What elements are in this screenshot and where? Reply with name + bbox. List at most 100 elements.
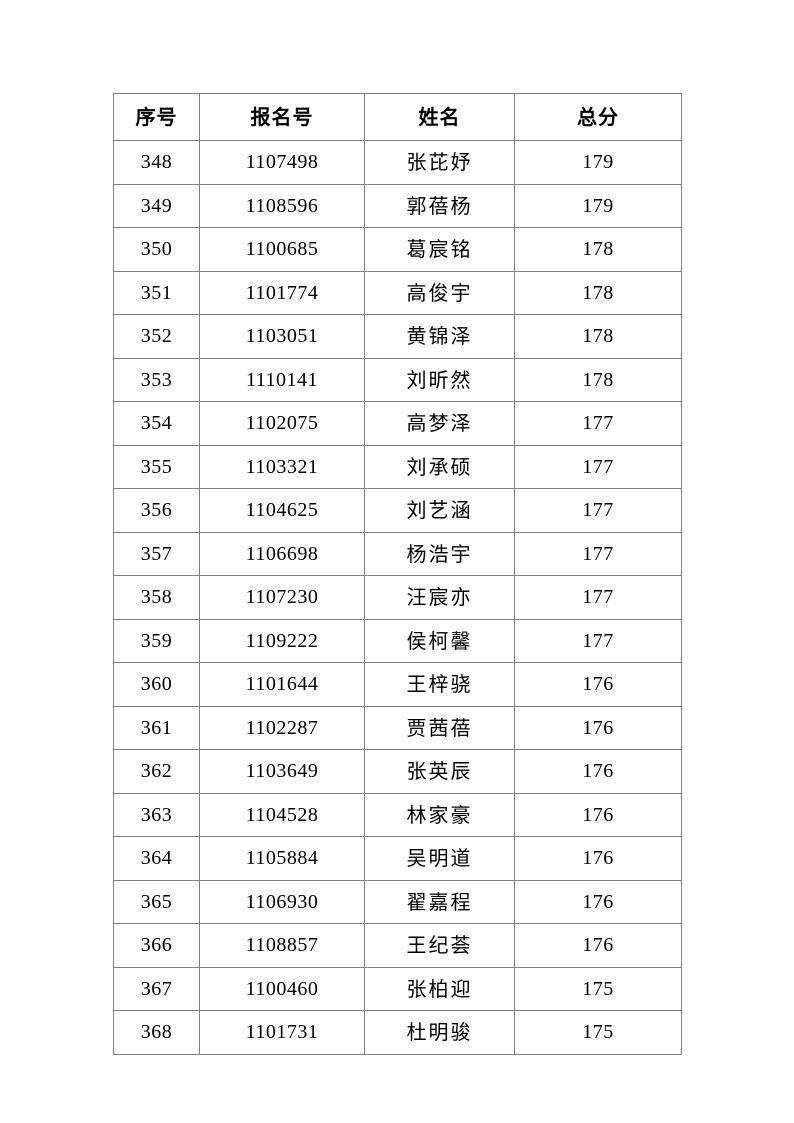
- cell-score: 178: [514, 314, 682, 359]
- table-row: 354 1102075 高梦泽 177: [113, 401, 682, 446]
- cell-seq: 351: [113, 270, 200, 315]
- table-row: 358 1107230 汪宸亦 177: [113, 575, 682, 620]
- cell-seq: 353: [113, 357, 200, 402]
- cell-seq: 348: [113, 140, 200, 185]
- cell-score: 177: [514, 444, 682, 489]
- table-row: 360 1101644 王梓骁 176: [113, 662, 682, 707]
- cell-reg: 1110141: [199, 357, 365, 402]
- cell-seq: 355: [113, 444, 200, 489]
- cell-name: 刘承硕: [364, 444, 515, 489]
- cell-score: 176: [514, 836, 682, 881]
- table-row: 350 1100685 葛宸铭 178: [113, 227, 682, 272]
- cell-name: 王梓骁: [364, 662, 515, 707]
- cell-name: 杜明骏: [364, 1010, 515, 1055]
- column-header-score: 总分: [514, 93, 682, 141]
- score-table-container: 序号 报名号 姓名 总分 348 1107498 张芘妤 179 349 1108596 郭…: [113, 93, 682, 1055]
- table-row: 356 1104625 刘艺涵 177: [113, 488, 682, 533]
- cell-name: 高俊宇: [364, 270, 515, 315]
- cell-reg: 1105884: [199, 836, 365, 881]
- cell-seq: 367: [113, 966, 200, 1011]
- cell-reg: 1101731: [199, 1010, 365, 1055]
- cell-score: 176: [514, 705, 682, 750]
- table-row: 353 1110141 刘昕然 178: [113, 357, 682, 402]
- cell-name: 杨浩宇: [364, 531, 515, 576]
- cell-name: 葛宸铭: [364, 227, 515, 272]
- table-row: 367 1100460 张柏迎 175: [113, 966, 682, 1011]
- cell-reg: 1102287: [199, 705, 365, 750]
- column-header-seq: 序号: [113, 93, 200, 141]
- cell-name: 贾茜蓓: [364, 705, 515, 750]
- cell-name: 刘昕然: [364, 357, 515, 402]
- cell-score: 176: [514, 792, 682, 837]
- cell-reg: 1106930: [199, 879, 365, 924]
- cell-reg: 1103649: [199, 749, 365, 794]
- cell-seq: 363: [113, 792, 200, 837]
- cell-name: 汪宸亦: [364, 575, 515, 620]
- cell-reg: 1100460: [199, 966, 365, 1011]
- cell-score: 176: [514, 749, 682, 794]
- table-header-row: 序号 报名号 姓名 总分: [113, 93, 682, 141]
- cell-reg: 1102075: [199, 401, 365, 446]
- cell-seq: 362: [113, 749, 200, 794]
- table-row: 349 1108596 郭蓓杨 179: [113, 183, 682, 228]
- cell-reg: 1106698: [199, 531, 365, 576]
- cell-reg: 1101644: [199, 662, 365, 707]
- cell-name: 黄锦泽: [364, 314, 515, 359]
- table-row: 362 1103649 张英辰 176: [113, 749, 682, 794]
- table-row: 361 1102287 贾茜蓓 176: [113, 705, 682, 750]
- cell-score: 175: [514, 1010, 682, 1055]
- table-row: 351 1101774 高俊宇 178: [113, 270, 682, 315]
- cell-name: 王纪荟: [364, 923, 515, 968]
- cell-reg: 1107230: [199, 575, 365, 620]
- cell-score: 177: [514, 401, 682, 446]
- cell-seq: 359: [113, 618, 200, 663]
- table-row: 348 1107498 张芘妤 179: [113, 140, 682, 185]
- cell-score: 179: [514, 183, 682, 228]
- cell-reg: 1108596: [199, 183, 365, 228]
- cell-score: 178: [514, 357, 682, 402]
- cell-seq: 361: [113, 705, 200, 750]
- table-row: 355 1103321 刘承硕 177: [113, 444, 682, 489]
- cell-seq: 354: [113, 401, 200, 446]
- cell-reg: 1104625: [199, 488, 365, 533]
- cell-seq: 357: [113, 531, 200, 576]
- cell-seq: 352: [113, 314, 200, 359]
- table-header: 序号 报名号 姓名 总分: [113, 93, 682, 141]
- cell-score: 178: [514, 270, 682, 315]
- cell-name: 高梦泽: [364, 401, 515, 446]
- table-row: 365 1106930 翟嘉程 176: [113, 879, 682, 924]
- cell-score: 179: [514, 140, 682, 185]
- cell-reg: 1101774: [199, 270, 365, 315]
- table-row: 359 1109222 侯柯馨 177: [113, 618, 682, 663]
- cell-reg: 1103051: [199, 314, 365, 359]
- cell-seq: 368: [113, 1010, 200, 1055]
- cell-reg: 1104528: [199, 792, 365, 837]
- cell-score: 176: [514, 662, 682, 707]
- cell-seq: 358: [113, 575, 200, 620]
- cell-score: 177: [514, 488, 682, 533]
- table-row: 363 1104528 林家豪 176: [113, 792, 682, 837]
- table-row: 364 1105884 吴明道 176: [113, 836, 682, 881]
- cell-score: 176: [514, 923, 682, 968]
- table-row: 357 1106698 杨浩宇 177: [113, 531, 682, 576]
- cell-reg: 1107498: [199, 140, 365, 185]
- cell-seq: 360: [113, 662, 200, 707]
- cell-name: 吴明道: [364, 836, 515, 881]
- cell-name: 侯柯馨: [364, 618, 515, 663]
- cell-score: 175: [514, 966, 682, 1011]
- cell-name: 张芘妤: [364, 140, 515, 185]
- cell-seq: 350: [113, 227, 200, 272]
- column-header-name: 姓名: [364, 93, 515, 141]
- cell-name: 张英辰: [364, 749, 515, 794]
- column-header-reg: 报名号: [199, 93, 365, 141]
- cell-reg: 1103321: [199, 444, 365, 489]
- table-row: 366 1108857 王纪荟 176: [113, 923, 682, 968]
- cell-score: 177: [514, 618, 682, 663]
- cell-seq: 366: [113, 923, 200, 968]
- table-row: 352 1103051 黄锦泽 178: [113, 314, 682, 359]
- cell-seq: 356: [113, 488, 200, 533]
- cell-name: 林家豪: [364, 792, 515, 837]
- cell-seq: 364: [113, 836, 200, 881]
- score-table: 序号 报名号 姓名 总分 348 1107498 张芘妤 179 349 1108596 郭…: [113, 93, 682, 1055]
- cell-name: 张柏迎: [364, 966, 515, 1011]
